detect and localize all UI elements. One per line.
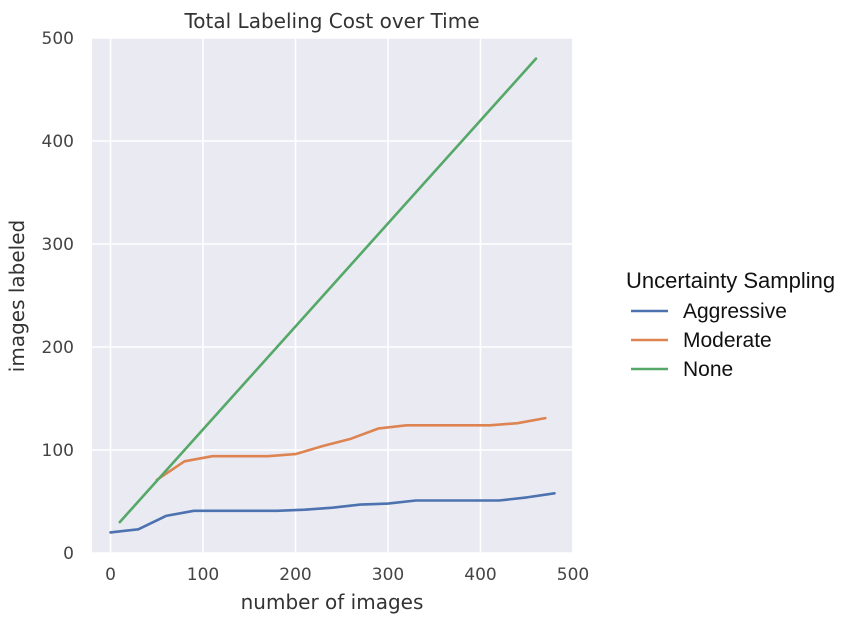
x-tick-label: 100 [187, 565, 219, 585]
x-tick-label: 300 [372, 565, 404, 585]
series-line-moderate [155, 416, 547, 482]
grid-lines [92, 37, 574, 554]
series-lines [109, 57, 556, 534]
y-tick-label: 300 [42, 235, 74, 255]
x-tick-label: 500 [557, 565, 589, 585]
series-line-none [118, 57, 538, 524]
y-tick-label: 0 [63, 544, 74, 564]
x-axis-ticks: 0 100 200 300 400 500 [105, 565, 589, 585]
y-tick-label: 200 [42, 338, 74, 358]
x-tick-label: 200 [279, 565, 311, 585]
x-axis-label: number of images [241, 590, 424, 614]
chart-title: Total Labeling Cost over Time [183, 9, 479, 33]
y-axis-ticks: 0 100 200 300 400 500 [42, 29, 74, 564]
series-line-aggressive [109, 491, 556, 534]
y-tick-label: 500 [42, 29, 74, 49]
y-tick-label: 100 [42, 441, 74, 461]
y-tick-label: 400 [42, 132, 74, 152]
x-tick-label: 400 [464, 565, 496, 585]
legend-label: Aggressive [683, 300, 787, 323]
legend-label: None [683, 358, 733, 381]
plot-area [92, 38, 573, 553]
legend-label: Moderate [683, 329, 772, 352]
y-axis-label: images labeled [5, 220, 29, 372]
legend: Uncertainty Sampling Aggressive Moderate N… [626, 268, 835, 381]
legend-title: Uncertainty Sampling [626, 268, 835, 293]
x-tick-label: 0 [105, 565, 116, 585]
